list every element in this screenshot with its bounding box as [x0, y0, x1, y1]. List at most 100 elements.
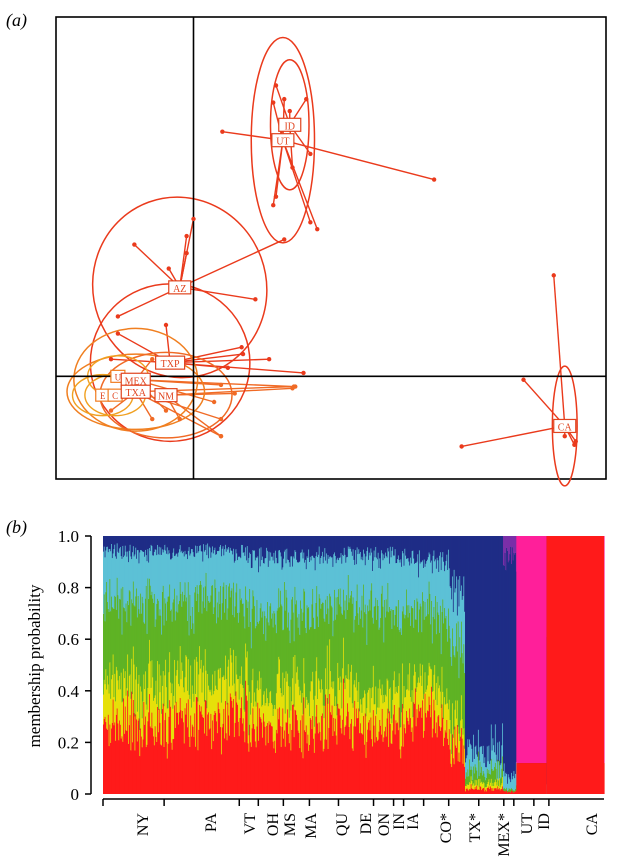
membership-bar-segment	[435, 682, 438, 723]
membership-bar-segment	[317, 616, 319, 700]
membership-bar-segment	[236, 583, 238, 675]
membership-bar-segment	[178, 724, 180, 794]
membership-bar-segment	[233, 536, 236, 563]
membership-bar-segment	[375, 715, 377, 794]
membership-bar-segment	[250, 742, 252, 794]
membership-bar-segment	[271, 704, 274, 727]
panel-b-label: (b)	[6, 517, 27, 538]
membership-bar-segment	[293, 737, 296, 794]
membership-bar-segment	[313, 557, 315, 618]
membership-bar-segment	[218, 536, 220, 551]
membership-bar-segment	[291, 556, 293, 600]
membership-bar-segment	[444, 565, 447, 619]
membership-bar-segment	[318, 594, 321, 681]
membership-bar-segment	[312, 536, 314, 556]
membership-bar-segment	[502, 723, 504, 757]
membership-bar-segment	[166, 601, 169, 709]
membership-bar-segment	[149, 694, 151, 794]
membership-bar-segment	[133, 664, 136, 714]
membership-bar-segment	[290, 536, 292, 557]
membership-bar-segment	[149, 585, 152, 662]
membership-bar-segment	[383, 694, 385, 738]
membership-bar-segment	[349, 697, 351, 740]
membership-bar-segment	[354, 700, 356, 794]
membership-bar-segment	[481, 754, 484, 776]
membership-bar-segment	[365, 536, 368, 557]
membership-bar-segment	[445, 732, 448, 794]
membership-bar-segment	[317, 699, 319, 724]
group-label-box-nm	[154, 388, 178, 403]
membership-bar-segment	[364, 713, 367, 794]
membership-bar-segment	[511, 789, 514, 791]
membership-bar-segment	[103, 536, 105, 552]
membership-bar-segment	[481, 746, 483, 767]
membership-bar-segment	[288, 536, 291, 563]
membership-bar-segment	[267, 550, 269, 602]
membership-bar-segment	[499, 787, 502, 791]
membership-bar-segment	[326, 698, 329, 794]
membership-bar-segment	[355, 708, 358, 794]
membership-bar-segment	[350, 548, 352, 596]
membership-bar-segment	[107, 714, 110, 794]
membership-bar-segment	[211, 585, 213, 696]
membership-bar-segment	[225, 544, 227, 599]
membership-bar-segment	[461, 719, 464, 739]
membership-bar-segment	[452, 536, 454, 577]
membership-bar-segment	[385, 736, 388, 794]
membership-bar-segment	[108, 746, 111, 794]
membership-bar-segment	[397, 536, 400, 556]
membership-bar-segment	[190, 553, 192, 616]
membership-bar-segment	[331, 536, 334, 558]
membership-bar-segment	[261, 722, 263, 794]
membership-bar-segment	[435, 536, 438, 569]
membership-bar-segment	[189, 536, 191, 556]
membership-bar-segment	[257, 621, 259, 681]
membership-bar-segment	[448, 549, 450, 609]
membership-bar-segment	[460, 536, 462, 591]
membership-bar-segment	[289, 566, 292, 644]
membership-bar-segment	[303, 588, 305, 659]
membership-bar-segment	[440, 536, 443, 571]
membership-bar-segment	[193, 536, 195, 557]
membership-bar-segment	[206, 536, 208, 556]
membership-bar-segment	[185, 554, 187, 602]
membership-bar-segment	[129, 536, 132, 545]
membership-bar-segment	[411, 536, 414, 552]
membership-bar-segment	[392, 546, 394, 610]
membership-bar-segment	[229, 686, 231, 736]
membership-bar-segment	[275, 536, 278, 558]
membership-bar-segment	[422, 601, 425, 699]
membership-bar-segment	[364, 536, 367, 566]
membership-bar-segment	[334, 706, 336, 732]
membership-bar-segment	[177, 536, 179, 557]
membership-bar-segment	[280, 556, 283, 605]
membership-bar-segment	[181, 662, 183, 719]
membership-bar-segment	[252, 708, 254, 794]
membership-bar-segment	[266, 536, 268, 548]
membership-bar-segment	[409, 663, 411, 709]
membership-bar-segment	[286, 536, 288, 549]
membership-bar-segment	[511, 536, 513, 564]
membership-bar-segment	[152, 677, 154, 729]
membership-bar-segment	[311, 729, 313, 794]
membership-bar-segment	[325, 694, 327, 794]
membership-bar-segment	[372, 536, 374, 572]
membership-bar-segment	[278, 536, 280, 551]
point-ca-3	[573, 439, 578, 444]
membership-bar-segment	[296, 672, 298, 715]
membership-bar-segment	[335, 536, 338, 564]
membership-bar-segment	[427, 614, 430, 676]
point-ut-1	[271, 100, 276, 105]
ellipse-ca	[551, 365, 578, 487]
membership-bar-segment	[286, 548, 288, 598]
membership-bar-segment	[309, 561, 311, 630]
membership-bar-segment	[488, 779, 490, 787]
membership-bar-segment	[170, 610, 172, 683]
membership-bar-segment	[497, 759, 499, 779]
membership-bar-segment	[354, 680, 356, 701]
group-label-ut: UT	[276, 137, 289, 148]
membership-bar-segment	[366, 536, 368, 551]
membership-bar-segment	[118, 618, 120, 690]
membership-bar-segment	[332, 536, 334, 567]
membership-bar-segment	[335, 597, 338, 707]
